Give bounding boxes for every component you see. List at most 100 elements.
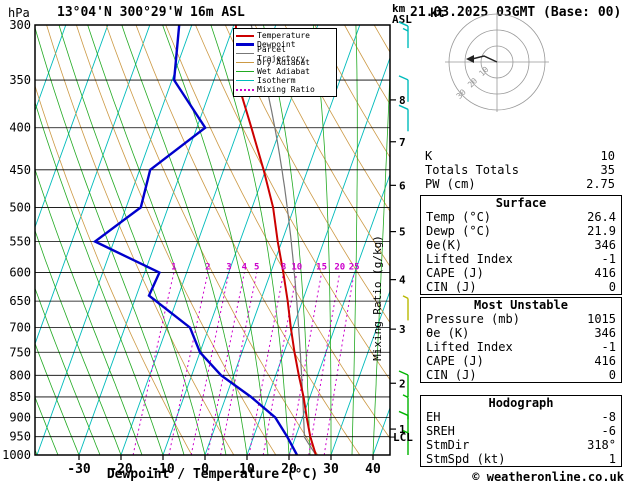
- table-row: StmSpd (kt) 1: [421, 452, 621, 466]
- legend-item: Mixing Ratio: [236, 85, 334, 94]
- mixing-ratio-value: 8: [281, 263, 286, 273]
- km-tick-label: 6: [399, 179, 406, 192]
- table-group-indices: K 10 Totals Totals 35 PW (cm) 2.75: [420, 149, 620, 191]
- wind-barb: [398, 370, 409, 397]
- pressure-tick-label: 300: [9, 18, 31, 32]
- table-row-value: 21.9: [587, 224, 616, 238]
- table-row-label: CIN (J): [426, 368, 477, 382]
- table-group-hodograph: Hodograph EH -8 SREH -6 StmDir 318° StmSpd (kt)…: [420, 395, 622, 467]
- pressure-tick-label: 700: [9, 321, 31, 335]
- temp-tick-label: -20: [109, 462, 133, 477]
- mixing-ratio-value: 4: [242, 263, 248, 273]
- table-row-value: 26.4: [587, 210, 616, 224]
- wind-barb: [402, 429, 409, 455]
- pressure-tick-label: 750: [9, 345, 31, 359]
- legend-line-swatch: [236, 80, 254, 81]
- table-row-value: 346: [594, 326, 616, 340]
- table-row: CAPE (J) 416: [421, 354, 621, 368]
- wind-barb: [398, 75, 409, 102]
- table-row: Dewp (°C) 21.9: [421, 224, 621, 238]
- hodograph-ring: [480, 45, 514, 79]
- table-group-most-unstable: Most Unstable Pressure (mb) 1015 θe (K) 346 L…: [420, 297, 622, 383]
- table-row-label: θe (K): [426, 326, 470, 340]
- dewpoint-curve: [92, 25, 299, 455]
- table-group-title: Most Unstable: [474, 298, 568, 312]
- table-group-title: Surface: [495, 196, 547, 210]
- table-group-title: Hodograph: [488, 396, 554, 410]
- table-row-label: PW (cm): [425, 177, 476, 191]
- table-row-value: 35: [600, 163, 615, 177]
- table-row-label: Totals Totals: [425, 163, 519, 177]
- x-axis-label: Dewpoint / Temperature (°C): [106, 467, 319, 482]
- table-row: Lifted Index -1: [421, 340, 621, 354]
- table-row: K 10: [420, 149, 620, 163]
- table-row-label: CIN (J): [426, 280, 477, 294]
- table-row-label: θe(K): [426, 238, 463, 252]
- legend-item: Dewpoint: [236, 40, 334, 49]
- pressure-tick-label: 1000: [2, 448, 31, 462]
- pressure-tick-label: 600: [9, 266, 31, 280]
- legend-item-label: Mixing Ratio: [257, 85, 315, 94]
- hodograph-trace: [466, 55, 498, 63]
- right-panel: 10 20 30 kt K 10 Totals Totals 35 PW (cm) 2.75 S…: [420, 0, 626, 486]
- altitude-axis-unit: km ASL: [392, 3, 412, 25]
- mixing-ratio-value: 25: [349, 263, 360, 273]
- datetime-title: 21.03.2025 03GMT (Base: 00): [410, 5, 622, 20]
- km-tick-label: 8: [399, 94, 406, 107]
- table-row-value: 1: [608, 452, 616, 466]
- pressure-tick-label: 800: [9, 368, 31, 382]
- background-lines: [35, 25, 390, 455]
- isotherms: [35, 25, 390, 455]
- table-row: CIN (J) 0: [421, 368, 621, 382]
- lcl-label: LCL: [393, 431, 413, 444]
- hodograph-ring: [448, 13, 546, 111]
- table-row-label: Dewp (°C): [426, 224, 492, 238]
- table-row-label: EH: [426, 410, 441, 424]
- station-title: 13°04'N 300°29'W 16m ASL: [57, 5, 245, 20]
- temp-tick-label: 10: [239, 462, 255, 477]
- mixing-ratio-value: 5: [254, 263, 259, 273]
- legend-item-label: Temperature: [257, 31, 310, 40]
- table-row-label: StmSpd (kt): [426, 452, 506, 466]
- temp-tick-label: 20: [281, 462, 297, 477]
- table-row-label: Lifted Index: [426, 340, 513, 354]
- plot-border: [34, 24, 391, 456]
- table-group-surface: Surface Temp (°C) 26.4 Dewp (°C) 21.9 θe(K) 34…: [420, 195, 622, 295]
- table-row-label: Pressure (mb): [426, 312, 520, 326]
- km-tick-label: 7: [399, 136, 406, 149]
- mixing-ratio-value: 20: [334, 263, 345, 273]
- wind-barb: [398, 104, 409, 132]
- table-row-value: 10: [600, 149, 615, 163]
- legend-item: Wet Adiabat: [236, 67, 334, 76]
- pressure-axis-unit: hPa: [8, 6, 30, 20]
- table-row: Temp (°C) 26.4: [421, 210, 621, 224]
- legend-item: Dry Adiabat: [236, 58, 334, 67]
- km-tick-label: 2: [399, 377, 406, 390]
- temp-tick-label: 40: [365, 462, 381, 477]
- table-row-value: 1015: [587, 312, 616, 326]
- altitude-unit-km: km: [392, 2, 406, 15]
- mixing-ratio-labels: 1 2 3 4 5 8 10 15 20 25: [171, 263, 359, 273]
- table-row: StmDir 318°: [421, 438, 621, 452]
- table-row: Totals Totals 35: [420, 163, 620, 177]
- table-row-label: StmDir: [426, 438, 470, 452]
- temp-axis: -30 -20 -10 0 10 20 30 40: [67, 455, 381, 477]
- table-row-label: SREH: [426, 424, 455, 438]
- km-axis: 8 7 6 5 4 3 2 1: [390, 94, 406, 436]
- pressure-tick-label: 950: [9, 430, 31, 444]
- table-row: Lifted Index -1: [421, 252, 621, 266]
- altitude-unit-asl: ASL: [392, 13, 412, 26]
- hodograph-ring: [464, 29, 530, 95]
- pressure-tick-label: 650: [9, 294, 31, 308]
- legend-line-swatch: [236, 71, 254, 72]
- table-row-label: K: [425, 149, 433, 163]
- table-row: CIN (J) 0: [421, 280, 621, 294]
- legend-line-swatch: [236, 88, 254, 91]
- parcel-trajectory-curve: [250, 25, 317, 455]
- temp-tick-label: -30: [67, 462, 91, 477]
- km-tick-label: 1: [399, 423, 406, 436]
- mixing-ratio-value: 2: [205, 263, 210, 273]
- legend-item: Temperature: [236, 31, 334, 40]
- mixing-ratio-value: 3: [226, 263, 231, 273]
